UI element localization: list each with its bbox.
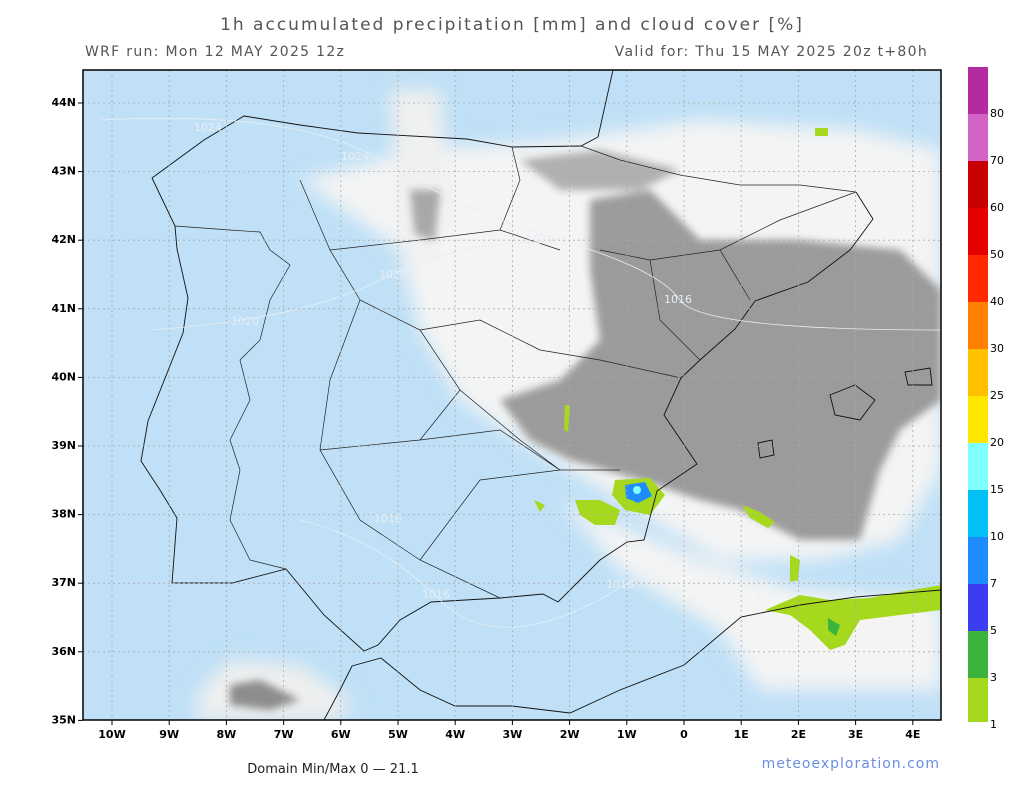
colorbar: 1 3 5 7 10 15 20 25 30 40 50 60 70 80 bbox=[968, 67, 1004, 731]
lat-label: 43N bbox=[51, 165, 76, 178]
colorbar-segment bbox=[968, 208, 988, 255]
isobar-label: 1016 bbox=[374, 512, 402, 525]
lon-label: 4W bbox=[445, 728, 465, 741]
labels: 44N 43N 42N 41N 40N 39N 38N 37N 36N 35N 10W 9W 8W 7W 6… bbox=[51, 96, 920, 741]
lat-label: 39N bbox=[51, 439, 76, 452]
minmax: Domain Min/Max 0 — 21.1 bbox=[247, 762, 419, 777]
isobar-label: 1016 bbox=[664, 293, 692, 306]
valid-info: Valid for: Thu 15 MAY 2025 20z t+80h bbox=[615, 44, 928, 60]
lat-label: 35N bbox=[51, 713, 76, 726]
lat-label: 40N bbox=[51, 370, 76, 383]
colorbar-label: 7 bbox=[990, 577, 997, 590]
lat-label: 36N bbox=[51, 645, 76, 658]
isobar-label: 1024 bbox=[341, 150, 369, 163]
isobar-label: 1020 bbox=[379, 268, 407, 281]
colorbar-label: 5 bbox=[990, 624, 997, 637]
isobar-label: 1020 bbox=[526, 233, 554, 246]
lat-label: 37N bbox=[51, 576, 76, 589]
colorbar-segment bbox=[968, 537, 988, 584]
balearic-islands bbox=[757, 367, 933, 459]
grid bbox=[83, 70, 941, 720]
lon-label: 9W bbox=[159, 728, 179, 741]
cloud-dark bbox=[230, 150, 941, 710]
isobars bbox=[99, 117, 941, 628]
lat-label: 42N bbox=[51, 233, 76, 246]
lon-label: 1W bbox=[617, 728, 637, 741]
lon-label: 0 bbox=[680, 728, 688, 741]
lat-label: 41N bbox=[51, 302, 76, 315]
precipitation bbox=[534, 128, 941, 650]
run-info: WRF run: Mon 12 MAY 2025 12z bbox=[85, 44, 345, 60]
colorbar-label: 30 bbox=[990, 342, 1004, 355]
colorbar-segment bbox=[968, 631, 988, 678]
colorbar-segment bbox=[968, 161, 988, 208]
colorbar-segment bbox=[968, 114, 988, 161]
lat-label: 38N bbox=[51, 508, 76, 521]
isobar-label: 1016 bbox=[606, 578, 634, 591]
colorbar-label: 50 bbox=[990, 248, 1004, 261]
colorbar-segment bbox=[968, 302, 988, 349]
credit[interactable]: meteoexploration.com bbox=[762, 756, 940, 772]
colorbar-label: 80 bbox=[990, 107, 1004, 120]
colorbar-label: 3 bbox=[990, 671, 997, 684]
lon-label: 6W bbox=[331, 728, 351, 741]
colorbar-label: 15 bbox=[990, 483, 1004, 496]
colorbar-label: 10 bbox=[990, 530, 1004, 543]
title: 1h accumulated precipitation [mm] and cl… bbox=[220, 15, 804, 35]
colorbar-label: 1 bbox=[990, 718, 997, 731]
lon-label: 5W bbox=[388, 728, 408, 741]
borders bbox=[174, 145, 857, 599]
lon-label: 10W bbox=[98, 728, 125, 741]
isobar-label: 1024 bbox=[194, 121, 222, 134]
isobar-label: 1020 bbox=[231, 315, 259, 328]
lon-label: 3E bbox=[848, 728, 863, 741]
colorbar-label: 70 bbox=[990, 154, 1004, 167]
lon-label: 3W bbox=[503, 728, 523, 741]
colorbar-segment bbox=[968, 490, 988, 537]
colorbar-segment bbox=[968, 67, 988, 114]
colorbar-segment bbox=[968, 396, 988, 443]
colorbar-segment bbox=[968, 255, 988, 302]
colorbar-segment bbox=[968, 443, 988, 490]
lat-label: 44N bbox=[51, 96, 76, 109]
isobar-label: 1016 bbox=[422, 588, 450, 601]
colorbar-segment bbox=[968, 349, 988, 396]
colorbar-label: 20 bbox=[990, 436, 1004, 449]
lon-label: 7W bbox=[274, 728, 294, 741]
coastline-africa bbox=[323, 589, 941, 720]
lon-label: 8W bbox=[217, 728, 237, 741]
lon-label: 4E bbox=[905, 728, 920, 741]
frame bbox=[82, 69, 942, 721]
lon-label: 1E bbox=[734, 728, 749, 741]
colorbar-label: 40 bbox=[990, 295, 1004, 308]
colorbar-segment bbox=[968, 678, 988, 722]
colorbar-label: 60 bbox=[990, 201, 1004, 214]
coastline-iberia bbox=[140, 70, 874, 652]
colorbar-segment bbox=[968, 584, 988, 631]
lon-label: 2E bbox=[791, 728, 806, 741]
lon-label: 2W bbox=[560, 728, 580, 741]
colorbar-label: 25 bbox=[990, 389, 1004, 402]
